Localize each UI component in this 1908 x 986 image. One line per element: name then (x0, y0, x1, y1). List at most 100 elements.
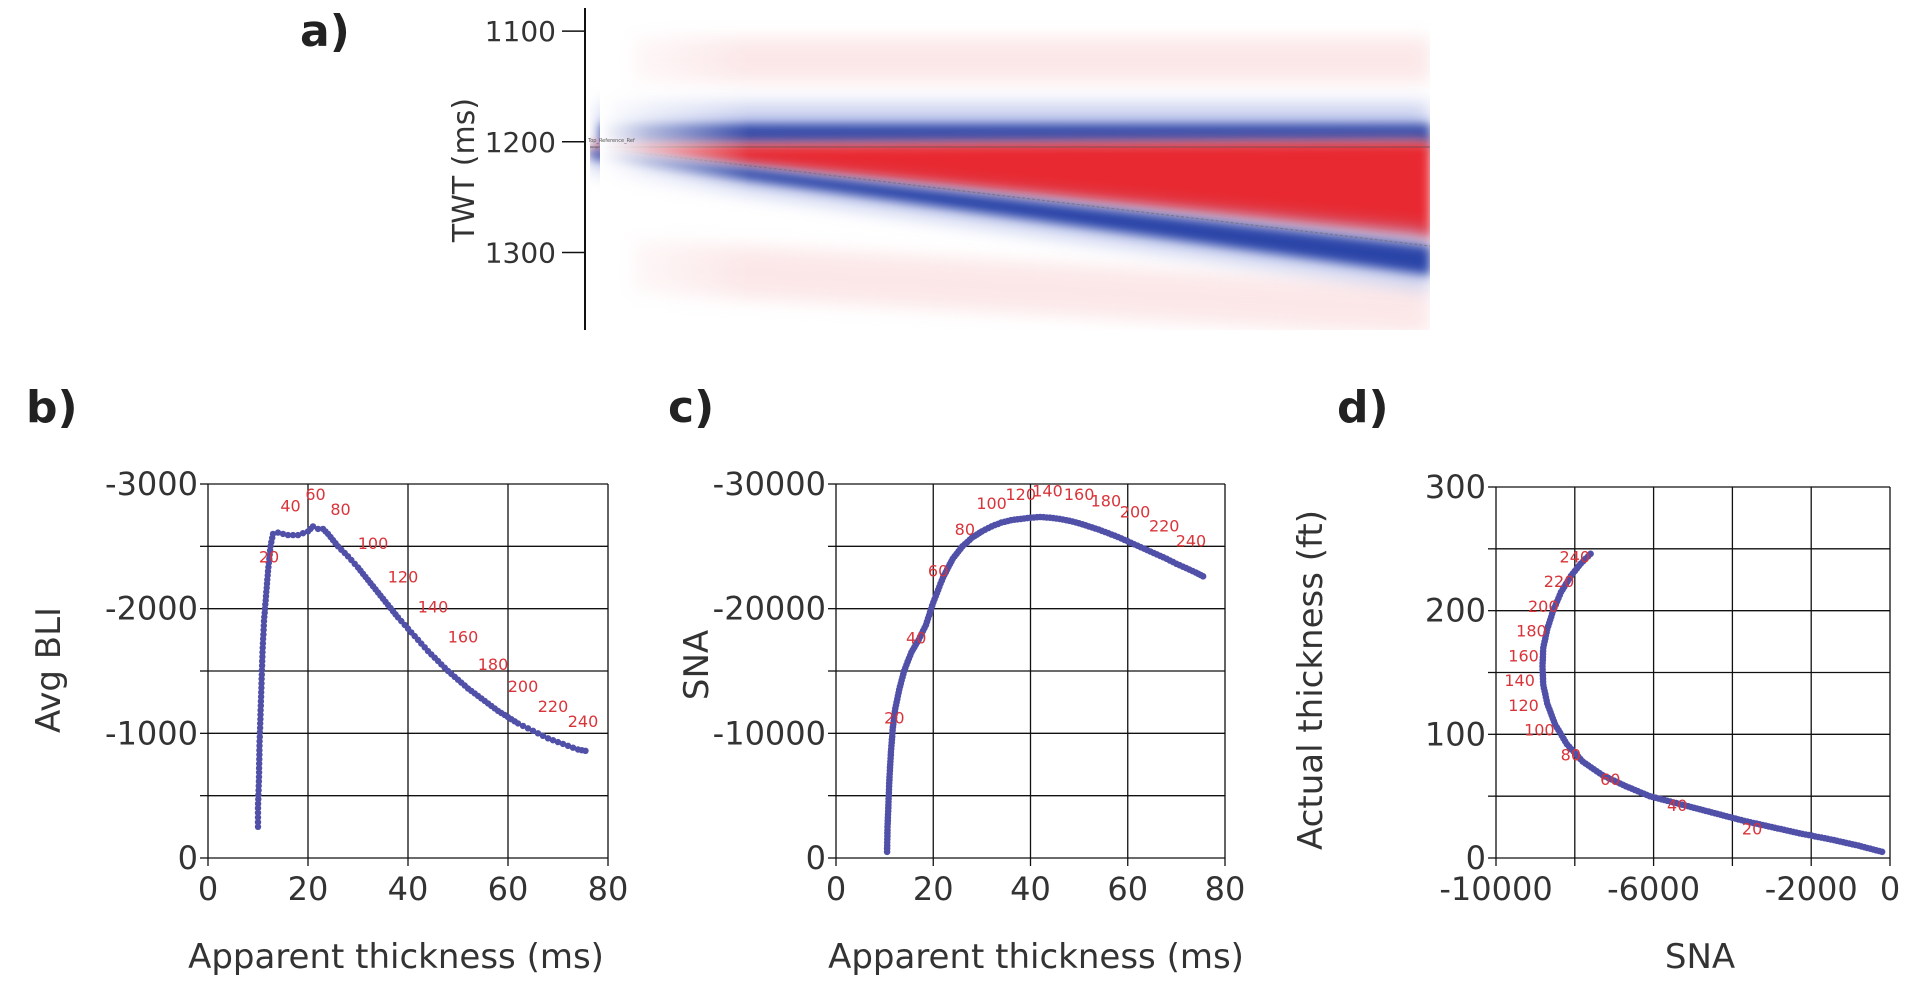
data-point (299, 530, 307, 537)
y-tick-label: -10000 (713, 714, 826, 752)
chart-c-ylabel: SNA (677, 630, 717, 700)
chart-d-ylabel: Actual thickness (ft) (1291, 510, 1331, 850)
data-point (256, 724, 264, 732)
data-point (1587, 550, 1594, 558)
point-label: 240 (1176, 531, 1207, 550)
y-tick-label: -30000 (713, 465, 826, 503)
y-tick-label: 0 (806, 839, 826, 877)
data-point (260, 631, 267, 638)
horizon-label: Top_Reference_Ref (587, 138, 635, 144)
point-label: 220 (1149, 516, 1180, 535)
data-point (284, 531, 292, 539)
x-tick-label: 0 (826, 870, 846, 908)
point-label: 140 (1032, 481, 1063, 500)
data-point (256, 751, 263, 758)
point-label: 160 (1064, 485, 1095, 504)
data-point (256, 747, 263, 754)
point-label: 80 (1561, 745, 1581, 764)
data-point (534, 730, 542, 737)
x-tick-label: 40 (388, 870, 429, 908)
data-point (256, 733, 263, 741)
point-label: 80 (330, 500, 350, 519)
chart-c-xlabel: Apparent thickness (ms) (828, 937, 1244, 977)
x-tick-label: 40 (1010, 870, 1051, 908)
point-label: 60 (928, 561, 948, 580)
data-point (582, 747, 589, 754)
data-point (539, 732, 547, 739)
x-tick-label: 80 (588, 870, 629, 908)
data-point (279, 530, 287, 538)
point-label: 180 (1516, 622, 1547, 641)
panel-letter-a: a) (300, 6, 350, 57)
chart-d-ticks: -10000 -6000 -2000 0 300 200 100 0 (1425, 468, 1900, 908)
data-point (257, 707, 264, 714)
data-point (257, 698, 265, 705)
data-point (549, 737, 557, 744)
data-point (544, 735, 552, 742)
point-label: 40 (280, 496, 300, 515)
data-point (258, 680, 265, 687)
chart-d-point-labels: 20 40 60 80 100 120 140 160 180 200 220 240 (1504, 547, 1762, 838)
panel-letter-c: c) (668, 382, 714, 433)
data-point (254, 800, 262, 807)
data-point (294, 531, 302, 539)
chart-b-grid (207, 483, 609, 859)
x-tick-label: 80 (1205, 870, 1246, 908)
axis-a-tick-label: 1300 (485, 237, 556, 270)
point-label: 120 (1508, 696, 1539, 715)
data-point (255, 773, 263, 781)
chart-b-ylabel: Avg BLI (29, 607, 69, 733)
data-point (254, 814, 262, 821)
data-point (259, 640, 267, 647)
data-point (529, 727, 537, 734)
point-label: 100 (1524, 721, 1555, 740)
axis-a-ticks: 1100 1200 1300 (485, 15, 585, 270)
data-point (274, 529, 282, 536)
point-label: 100 (976, 494, 1007, 513)
chart-d: -10000 -6000 -2000 0 300 200 100 0 20 40 60 80 100 1… (1291, 468, 1900, 977)
chart-d-xlabel: SNA (1665, 937, 1735, 977)
x-tick-label: -2000 (1765, 870, 1858, 908)
point-label: 200 (508, 677, 539, 696)
y-tick-label: -2000 (105, 590, 198, 628)
x-tick-label: -6000 (1607, 870, 1700, 908)
point-label: 140 (418, 597, 449, 616)
panel-letter-d: d) (1337, 382, 1389, 433)
chart-b-xlabel: Apparent thickness (ms) (188, 937, 604, 977)
data-point (260, 622, 267, 629)
data-point (309, 523, 317, 530)
point-label: 100 (358, 534, 389, 553)
point-label: 200 (1120, 503, 1151, 522)
point-label: 200 (1528, 597, 1559, 616)
data-point (519, 722, 527, 730)
point-label: 60 (1600, 770, 1620, 789)
seismic-image (590, 20, 1430, 330)
data-point (254, 823, 262, 830)
data-point (255, 764, 263, 772)
data-point (269, 530, 277, 538)
panel-letter-b: b) (26, 382, 78, 433)
point-label: 220 (538, 697, 569, 716)
data-point (254, 819, 262, 826)
point-label: 240 (568, 712, 599, 731)
point-label: 160 (1508, 646, 1539, 665)
data-point (559, 740, 567, 748)
y-tick-label: 200 (1425, 592, 1486, 630)
y-tick-label: 100 (1425, 715, 1486, 753)
data-point (255, 769, 263, 776)
axis-a-tick-label: 1100 (485, 15, 556, 48)
point-label: 20 (884, 708, 904, 727)
chart-b-ticks: 0 20 40 60 80 -3000 -2000 -1000 0 (105, 465, 628, 908)
point-label: 40 (906, 629, 926, 648)
x-tick-label: 0 (198, 870, 218, 908)
point-label: 220 (1544, 572, 1575, 591)
data-point (254, 809, 262, 816)
chart-c-grid (835, 483, 1226, 859)
data-point (258, 671, 265, 678)
data-point (554, 738, 562, 746)
data-point (258, 689, 265, 696)
chart-c-series (883, 513, 1207, 856)
